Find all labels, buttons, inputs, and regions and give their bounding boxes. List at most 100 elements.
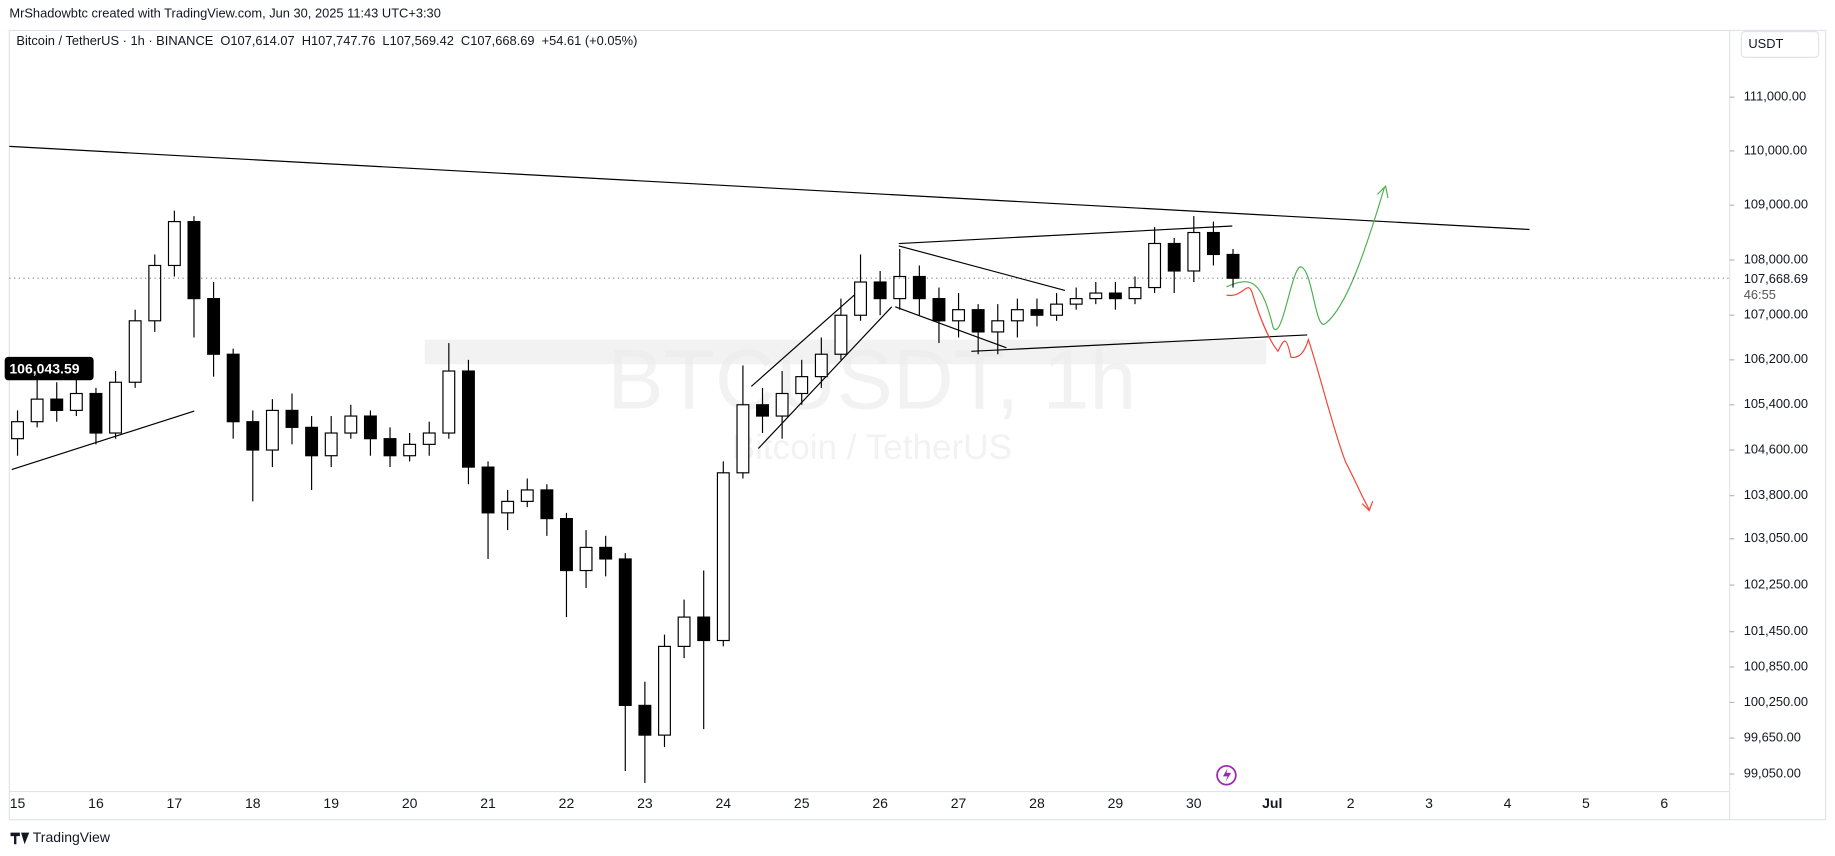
- y-tick-label: 99,650.00: [1744, 730, 1801, 745]
- candle-body: [756, 404, 769, 417]
- candle-body: [30, 398, 44, 423]
- candle-body: [148, 264, 162, 322]
- trend-line: [9, 145, 1530, 231]
- y-tick-label: 100,250.00: [1744, 694, 1808, 709]
- candle-body: [814, 353, 828, 378]
- x-tick-label: 21: [480, 795, 496, 811]
- candle-body: [226, 353, 240, 423]
- countdown: 46:55: [1744, 287, 1776, 302]
- brand: TradingView: [33, 829, 111, 845]
- legend-key: L: [382, 34, 389, 49]
- candle-body: [795, 376, 809, 395]
- candle-body: [246, 421, 260, 451]
- y-tick-label: 109,000.00: [1744, 197, 1808, 212]
- candle-body: [305, 426, 319, 457]
- y-tick-label: 102,250.00: [1744, 576, 1808, 591]
- price-line-badge: [4, 356, 94, 381]
- y-tick-label: 103,050.00: [1744, 530, 1808, 545]
- wedge-line: [898, 225, 1233, 245]
- candle-body: [893, 275, 907, 300]
- candle-body: [481, 466, 495, 514]
- x-tick-label: 18: [245, 795, 261, 811]
- candle-body: [461, 370, 475, 468]
- x-tick-label: 15: [10, 795, 26, 811]
- legend: Bitcoin / TetherUS · 1h · BINANCE O107,61…: [16, 34, 637, 49]
- legend-symbol: Bitcoin / TetherUS · 1h · BINANCE: [16, 34, 213, 49]
- brand-logo: [10, 832, 30, 845]
- legend-value: 107,747.76: [311, 34, 375, 49]
- candle-body: [1050, 303, 1064, 316]
- x-tick-label: Jul: [1262, 795, 1282, 811]
- candle-body: [1128, 286, 1142, 300]
- currency-button[interactable]: [1740, 31, 1820, 58]
- candle-body: [1010, 309, 1024, 322]
- candle-body: [736, 404, 750, 474]
- projection-down: [1226, 287, 1370, 510]
- candle-body: [363, 415, 377, 440]
- candle-body: [638, 704, 652, 736]
- candle-body: [1187, 231, 1201, 272]
- candle-body: [442, 370, 456, 434]
- candle-body: [344, 415, 358, 434]
- y-tick-label: 103,800.00: [1744, 487, 1808, 502]
- candle-body: [540, 489, 554, 520]
- x-tick-label: 3: [1425, 795, 1433, 811]
- candle-body: [991, 320, 1005, 333]
- y-tick-label: 108,000.00: [1744, 251, 1808, 266]
- candle-body: [128, 320, 142, 383]
- candle-body: [422, 432, 436, 445]
- candle-body: [716, 472, 730, 642]
- last-price-label: 107,668.69: [1744, 271, 1808, 286]
- y-tick-label: 110,000.00: [1744, 142, 1807, 157]
- candle-body: [618, 558, 632, 706]
- x-tick-label: 6: [1660, 795, 1668, 811]
- candle-body: [324, 432, 338, 457]
- y-tick-label: 100,850.00: [1744, 658, 1808, 673]
- candle-body: [854, 281, 867, 316]
- y-tick-label: 101,450.00: [1744, 623, 1808, 638]
- candle-body: [207, 298, 221, 355]
- candle-body: [1206, 231, 1220, 256]
- candle-body: [1226, 253, 1240, 279]
- x-tick-label: 27: [951, 795, 967, 811]
- x-tick-label: 16: [88, 795, 104, 811]
- x-tick-label: 26: [872, 795, 888, 811]
- candle-body: [1069, 298, 1083, 305]
- candle-body: [697, 616, 711, 642]
- candle-body: [599, 546, 613, 560]
- attribution: MrShadowbtc created with TradingView.com…: [9, 5, 441, 20]
- candle-body: [187, 220, 201, 300]
- candle-body: [932, 298, 946, 322]
- channel-line: [757, 306, 893, 449]
- trend-line: [11, 410, 195, 471]
- candle-body: [1030, 309, 1044, 316]
- candle-body: [50, 398, 64, 411]
- candle-body: [1089, 292, 1103, 300]
- candle-body: [265, 409, 279, 451]
- x-tick-label: 28: [1029, 795, 1045, 811]
- x-tick-label: 25: [794, 795, 810, 811]
- legend-key: C: [461, 34, 470, 49]
- candle-body: [383, 438, 397, 457]
- candle-body: [1108, 292, 1122, 300]
- candle-body: [403, 443, 417, 457]
- candle-body: [1148, 242, 1162, 289]
- event-icon-bolt: [1222, 768, 1232, 783]
- candle-body: [1167, 242, 1181, 272]
- y-tick-label: 104,600.00: [1744, 441, 1808, 456]
- candle-body: [912, 275, 926, 300]
- price-line-label: 106,043.59: [9, 360, 79, 376]
- arrow-head: [1377, 185, 1389, 199]
- candle-body: [109, 381, 123, 434]
- currency-label: USDT: [1748, 36, 1783, 51]
- candle-body: [873, 281, 887, 300]
- y-tick-label: 106,200.00: [1744, 351, 1808, 366]
- y-tick-label: 99,050.00: [1744, 765, 1801, 780]
- support-line: [971, 334, 1308, 352]
- x-tick-label: 5: [1582, 795, 1590, 811]
- flag-line: [898, 245, 1066, 291]
- candle-body: [501, 500, 515, 514]
- candle-body: [952, 309, 966, 322]
- x-tick-label: 17: [167, 795, 183, 811]
- chart-frame: [8, 29, 1827, 821]
